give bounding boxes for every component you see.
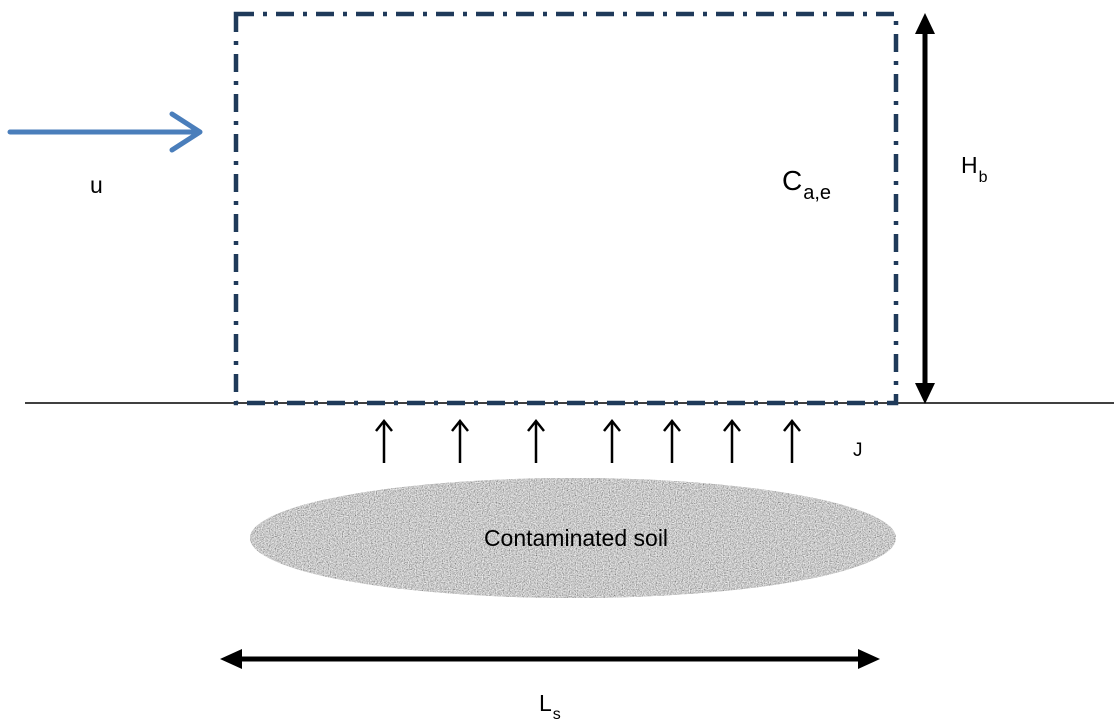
box-height-double-arrow-icon	[915, 13, 935, 404]
wind-arrow-icon	[10, 114, 200, 150]
concentration-label-main: C	[782, 165, 802, 196]
source-length-label-main: L	[539, 690, 552, 716]
flux-label: J	[853, 440, 863, 461]
box-height-label-sub: b	[979, 169, 988, 186]
source-length-label-sub: s	[553, 706, 561, 723]
wind-speed-label: u	[90, 172, 103, 198]
source-length-label: Ls	[539, 690, 561, 723]
flux-arrow-icon	[528, 421, 544, 463]
flux-arrow-icon	[784, 421, 800, 463]
concentration-label-sub: a,e	[803, 182, 831, 204]
box-height-label: Hb	[961, 152, 988, 186]
control-volume-box	[236, 14, 896, 403]
concentration-label: Ca,e	[782, 165, 831, 204]
flux-arrow-icon	[664, 421, 680, 463]
contaminated-soil-label: Contaminated soil	[484, 525, 668, 551]
source-length-double-arrow-icon	[220, 649, 880, 669]
flux-arrow-icon	[604, 421, 620, 463]
flux-arrow-icon	[724, 421, 740, 463]
flux-arrows	[376, 421, 800, 463]
box-height-label-main: H	[961, 152, 978, 178]
flux-arrow-icon	[376, 421, 392, 463]
flux-arrow-icon	[452, 421, 468, 463]
